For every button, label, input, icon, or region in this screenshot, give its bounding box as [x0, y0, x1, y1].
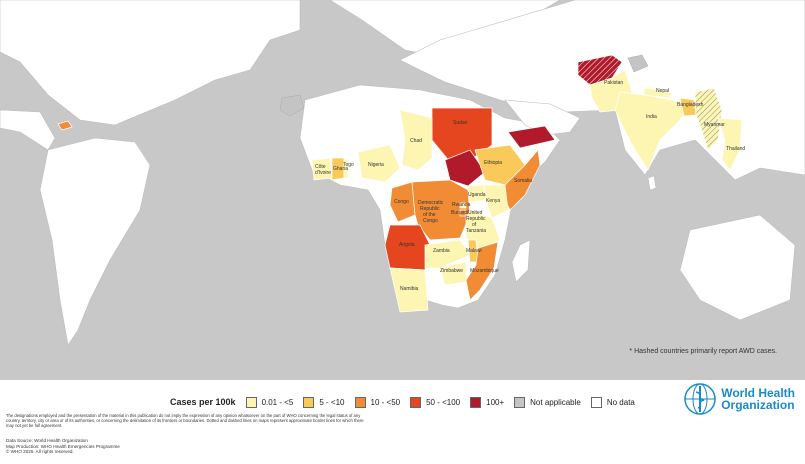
- country-western-sahara: [279, 94, 305, 117]
- label-tanzania: United Republic of Tanzania: [466, 210, 486, 234]
- country-south-sudan: [444, 149, 486, 187]
- legend-label: No data: [606, 397, 635, 407]
- land-north-america: [0, 0, 301, 126]
- country-zambia: [424, 239, 471, 269]
- land-madagascar: [511, 239, 531, 283]
- land-central-america: [0, 109, 56, 151]
- legend-label: 100+: [486, 397, 505, 407]
- who-logo-text: World Health Organization: [721, 387, 795, 411]
- label-zambia: Zambia: [433, 248, 450, 254]
- source-info: Data Source: World Health Organization M…: [6, 438, 120, 455]
- label-ghana: Ghana: [333, 166, 348, 172]
- country-drc: [411, 179, 471, 241]
- label-myanmar: Myanmar: [704, 122, 725, 128]
- label-angola: Angola: [399, 242, 415, 248]
- land-sri-lanka: [647, 175, 657, 191]
- legend-swatch: [590, 396, 602, 408]
- legend-swatch: [245, 396, 257, 408]
- label-thailand: Thailand: [726, 146, 745, 152]
- label-togo: Togo: [343, 162, 354, 168]
- country-togo: [343, 159, 349, 179]
- legend-label: 5 - <10: [319, 397, 345, 407]
- map-svg: Chad Sudan Nigeria Côte d'Ivoire Ghana To…: [0, 0, 805, 346]
- country-mozambique: [465, 241, 499, 301]
- legend-label: Not applicable: [530, 397, 581, 407]
- legend-item: 50 - <100: [410, 396, 461, 408]
- country-kashmir: [627, 54, 649, 73]
- country-burundi: [459, 209, 467, 217]
- world-map[interactable]: Chad Sudan Nigeria Côte d'Ivoire Ghana To…: [0, 0, 805, 380]
- who-logo: World Health Organization: [683, 382, 795, 416]
- country-thailand: [717, 117, 743, 171]
- label-zimbabwe: Zimbabwe: [440, 268, 463, 274]
- label-india: India: [646, 114, 657, 120]
- legend-item: 5 - <10: [303, 396, 345, 408]
- legend-label: 0.01 - <5: [261, 397, 294, 407]
- legend-item: 10 - <50: [354, 396, 401, 408]
- label-bangladesh: Bangladesh: [677, 102, 704, 108]
- legend-label: 50 - <100: [426, 397, 461, 407]
- country-rwanda: [459, 202, 467, 209]
- legend-swatch: [303, 396, 315, 408]
- label-sudan: Sudan: [453, 120, 468, 126]
- source-copyright: © WHO 2025. All rights reserved.: [6, 449, 74, 455]
- label-malawi: Malawi: [466, 248, 482, 254]
- country-yemen: [507, 125, 556, 149]
- label-cote-divoire: Côte d'Ivoire: [315, 164, 331, 176]
- country-chad: [399, 109, 433, 171]
- country-india: [614, 91, 691, 171]
- who-emblem-icon: [684, 383, 716, 415]
- label-mozambique: Mozambique: [470, 268, 499, 274]
- label-somalia: Somalia: [514, 178, 532, 184]
- label-kenya: Kenya: [486, 198, 500, 204]
- label-drc: Democratic Republic of the Congo: [418, 200, 444, 224]
- legend-label: 10 - <50: [370, 397, 401, 407]
- legend-swatch: [514, 396, 526, 408]
- label-ethiopia: Ethiopia: [484, 160, 502, 166]
- legend-item: 100+: [470, 396, 505, 408]
- label-nigeria: Nigeria: [368, 162, 384, 168]
- legend-swatch: [410, 396, 422, 408]
- legend-item: Not applicable: [514, 396, 581, 408]
- country-haiti: [57, 120, 73, 131]
- label-namibia: Namibia: [400, 286, 419, 292]
- label-uganda: Uganda: [468, 192, 486, 198]
- label-nepal: Nepal: [656, 88, 669, 94]
- country-myanmar: [694, 87, 723, 151]
- who-logo-line2: Organization: [721, 398, 795, 412]
- legend-item: 0.01 - <5: [245, 396, 294, 408]
- country-namibia: [389, 267, 429, 313]
- legend-swatch: [470, 396, 482, 408]
- country-kenya: [483, 184, 509, 219]
- who-logo-line1: World Health: [721, 386, 795, 400]
- hashed-note: * Hashed countries primarily report AWD …: [629, 348, 777, 355]
- country-nigeria: [357, 144, 401, 183]
- label-congo: Congo: [394, 199, 409, 205]
- label-rwanda: Rwanda: [452, 202, 471, 208]
- legend-item: No data: [590, 396, 635, 408]
- country-nepal: [643, 87, 673, 99]
- land-south-america: [39, 137, 151, 346]
- legend: Cases per 100k 0.01 - <5 5 - <10 10 - <5…: [170, 392, 645, 412]
- land-australia: [679, 214, 796, 321]
- land-arabia: [504, 99, 581, 136]
- label-pakistan: Pakistan: [604, 80, 623, 86]
- source-production: Map Production: WHO Health Emergencies P…: [6, 443, 120, 449]
- disclaimer: The designations employed and the presen…: [6, 413, 364, 429]
- source-data: Data Source: World Health Organization: [6, 438, 88, 443]
- legend-title: Cases per 100k: [170, 397, 236, 407]
- country-congo: [389, 181, 416, 223]
- legend-swatch: [354, 396, 366, 408]
- label-chad: Chad: [410, 138, 422, 144]
- country-zimbabwe: [439, 261, 467, 286]
- label-burundi: Burundi: [451, 210, 468, 216]
